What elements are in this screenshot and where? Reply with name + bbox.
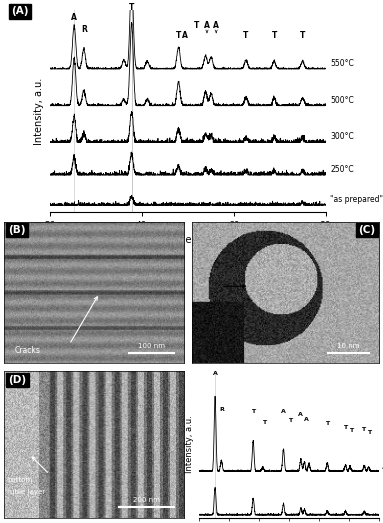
Text: 300°C: 300°C <box>330 132 354 141</box>
Text: 10 nm: 10 nm <box>337 343 360 349</box>
Text: A: A <box>204 21 210 30</box>
Text: 100 nm: 100 nm <box>138 343 165 349</box>
Text: A: A <box>71 13 77 22</box>
Text: T: T <box>288 418 292 423</box>
Text: T: T <box>343 425 347 430</box>
Y-axis label: Intensity, a.u.: Intensity, a.u. <box>185 416 193 473</box>
Text: (C): (C) <box>358 225 375 235</box>
Text: T: T <box>243 31 249 40</box>
Text: R: R <box>81 25 87 34</box>
Y-axis label: Intensity, a.u.: Intensity, a.u. <box>34 77 44 145</box>
Text: 250°C: 250°C <box>330 165 354 174</box>
Text: A: A <box>213 371 218 376</box>
X-axis label: 2θ, degree: 2θ, degree <box>162 235 214 245</box>
Text: T: T <box>349 428 353 433</box>
Text: A: A <box>304 417 309 422</box>
Text: T: T <box>251 410 255 414</box>
Text: T: T <box>262 419 266 425</box>
Text: T: T <box>325 421 329 426</box>
Text: T: T <box>176 31 181 40</box>
Text: 4μm: 4μm <box>382 464 383 471</box>
Text: T: T <box>194 21 200 30</box>
Text: A: A <box>213 21 219 30</box>
Text: Cracks: Cracks <box>14 346 40 355</box>
Text: T: T <box>272 31 277 40</box>
Text: A: A <box>298 412 303 417</box>
Text: A: A <box>182 31 188 40</box>
Text: T: T <box>368 429 372 435</box>
Text: (D): (D) <box>8 375 26 385</box>
Text: R: R <box>219 406 224 412</box>
Text: "as prepared": "as prepared" <box>330 195 383 204</box>
Text: (A): (A) <box>11 6 29 16</box>
Text: 500°C: 500°C <box>330 96 354 105</box>
Text: rutile layer: rutile layer <box>7 488 46 495</box>
Text: bottom: bottom <box>7 476 33 483</box>
Text: 200 nm: 200 nm <box>133 497 160 503</box>
Text: T: T <box>129 4 134 13</box>
Text: T: T <box>362 427 366 431</box>
Text: 20μm: 20μm <box>382 508 383 514</box>
Text: (B): (B) <box>8 225 26 235</box>
Text: 550°C: 550°C <box>330 59 354 68</box>
Text: A: A <box>281 410 286 414</box>
Text: T: T <box>300 31 305 40</box>
